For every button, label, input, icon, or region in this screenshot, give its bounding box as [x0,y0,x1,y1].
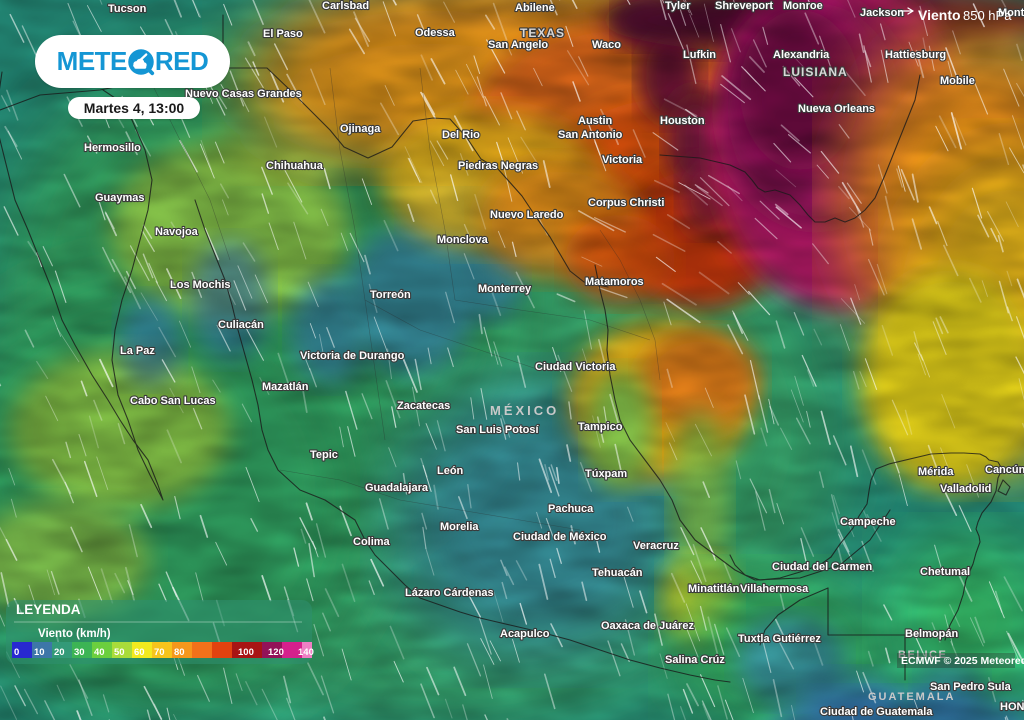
svg-text:Shreveport: Shreveport [715,0,773,12]
svg-text:140: 140 [298,647,314,658]
svg-text:Salina Crúz: Salina Crúz [665,654,725,666]
svg-text:40: 40 [94,647,105,658]
svg-text:10: 10 [34,647,45,658]
svg-text:San Antonio: San Antonio [558,129,623,141]
svg-text:Tuxtla Gutiérrez: Tuxtla Gutiérrez [738,633,821,645]
svg-text:LEYENDA: LEYENDA [16,602,81,617]
svg-text:Oaxaca de Juárez: Oaxaca de Juárez [601,620,694,632]
svg-text:Houston: Houston [660,115,705,127]
svg-text:Cancún: Cancún [985,464,1024,476]
svg-text:30: 30 [74,647,85,658]
svg-text:Nuevo Casas Grandes: Nuevo Casas Grandes [185,88,302,100]
svg-text:Guadalajara: Guadalajara [365,482,429,494]
svg-text:Monterrey: Monterrey [478,283,532,295]
svg-text:Viento (km/h): Viento (km/h) [38,628,111,640]
svg-text:50: 50 [114,647,125,658]
svg-text:Campeche: Campeche [840,516,896,528]
svg-text:Valladolid: Valladolid [940,483,991,495]
svg-text:ECMWF © 2025 Meteored: ECMWF © 2025 Meteored [901,655,1024,667]
svg-text:MÉXICO: MÉXICO [490,403,559,418]
svg-text:Austin: Austin [578,115,613,127]
svg-text:850 hPa: 850 hPa [963,8,1012,23]
svg-text:León: León [437,465,464,477]
svg-text:Tucson: Tucson [108,3,147,15]
svg-text:Victoria: Victoria [602,154,643,166]
svg-text:Minatitlán: Minatitlán [688,583,740,595]
svg-text:Nuevo Laredo: Nuevo Laredo [490,209,564,221]
svg-text:La Paz: La Paz [120,345,155,357]
svg-text:Piedras Negras: Piedras Negras [458,160,538,172]
svg-text:Veracruz: Veracruz [633,540,679,552]
svg-text:San Luis Potosí: San Luis Potosí [456,424,539,436]
svg-text:Ojinaga: Ojinaga [340,123,381,135]
svg-text:Tehuacán: Tehuacán [592,567,643,579]
svg-text:Hermosillo: Hermosillo [84,142,141,154]
svg-text:Pachuca: Pachuca [548,503,594,515]
svg-text:80: 80 [174,647,185,658]
svg-text:El Paso: El Paso [263,28,303,40]
svg-text:Waco: Waco [592,39,621,51]
svg-text:Belmopán: Belmopán [905,628,958,640]
svg-text:Mérida: Mérida [918,466,954,478]
svg-text:Corpus Christi: Corpus Christi [588,197,664,209]
svg-text:Ciudad del Carmen: Ciudad del Carmen [772,561,873,573]
svg-text:Torreón: Torreón [370,289,411,301]
svg-text:GUATEMALA: GUATEMALA [868,691,955,703]
svg-text:San Angelo: San Angelo [488,39,548,51]
svg-text:Ciudad Victoria: Ciudad Victoria [535,361,616,373]
svg-text:HONDURAS: HONDURAS [1000,701,1024,713]
svg-text:120: 120 [268,647,284,658]
svg-text:Alexandria: Alexandria [773,49,830,61]
svg-text:70: 70 [154,647,165,658]
svg-text:Culiacán: Culiacán [218,319,264,331]
svg-text:Colima: Colima [353,536,391,548]
svg-text:Lufkin: Lufkin [683,49,716,61]
svg-text:20: 20 [54,647,65,658]
svg-text:Ciudad de México: Ciudad de México [513,531,607,543]
svg-text:Carlsbad: Carlsbad [322,0,369,12]
svg-text:Hattiesburg: Hattiesburg [885,49,946,61]
svg-text:Viento: Viento [918,7,961,23]
svg-text:Navojoa: Navojoa [155,226,199,238]
svg-text:100: 100 [238,647,254,658]
svg-text:Abilene: Abilene [515,2,555,14]
svg-text:LUISIANA: LUISIANA [783,65,848,79]
svg-text:Del Rio: Del Rio [442,129,480,141]
svg-text:Cabo San Lucas: Cabo San Lucas [130,395,216,407]
svg-text:TEXAS: TEXAS [520,26,565,40]
svg-text:0: 0 [14,647,19,658]
svg-text:60: 60 [134,647,145,658]
svg-text:Túxpam: Túxpam [585,468,627,480]
svg-text:Nueva Orleans: Nueva Orleans [798,103,875,115]
svg-text:Chetumal: Chetumal [920,566,970,578]
svg-text:Monclova: Monclova [437,234,489,246]
svg-text:Tepic: Tepic [310,449,338,461]
svg-text:Morelia: Morelia [440,521,479,533]
svg-text:Zacatecas: Zacatecas [397,400,450,412]
svg-text:Victoria de Durango: Victoria de Durango [300,350,405,362]
svg-text:Los Mochis: Los Mochis [170,279,231,291]
svg-text:Ciudad de Guatemala: Ciudad de Guatemala [820,706,933,718]
svg-text:Villahermosa: Villahermosa [740,583,809,595]
svg-text:Mazatlán: Mazatlán [262,381,309,393]
svg-text:Monroe: Monroe [783,0,823,12]
svg-text:Guaymas: Guaymas [95,192,145,204]
svg-text:Tyler: Tyler [665,0,691,12]
svg-text:Tampico: Tampico [578,421,623,433]
svg-text:Lázaro Cárdenas: Lázaro Cárdenas [405,587,494,599]
svg-text:Mobile: Mobile [940,75,975,87]
svg-text:Chihuahua: Chihuahua [266,160,324,172]
svg-text:Odessa: Odessa [415,27,456,39]
svg-text:Acapulco: Acapulco [500,628,550,640]
svg-text:Jackson: Jackson [860,7,904,19]
svg-text:Matamoros: Matamoros [585,276,644,288]
